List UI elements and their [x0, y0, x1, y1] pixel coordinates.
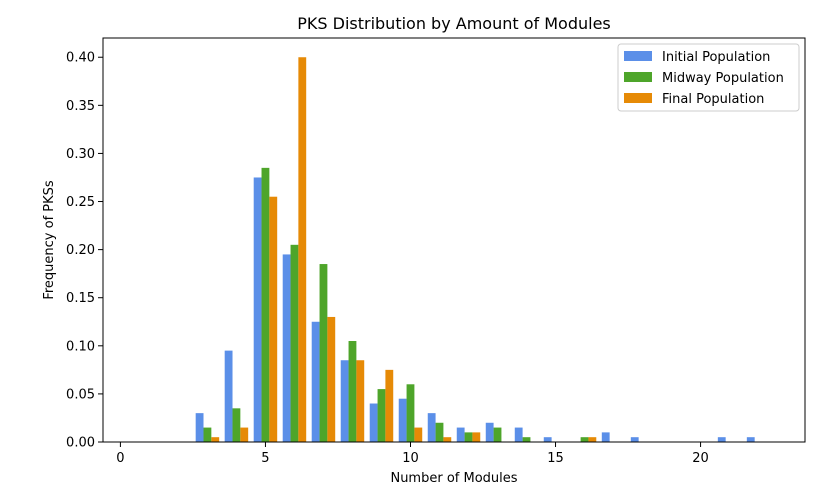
legend-swatch	[624, 72, 652, 82]
bar-final-population-4	[240, 427, 249, 442]
bar-initial-population-14	[514, 427, 523, 442]
bar-midway-population-6	[290, 244, 299, 442]
bar-initial-population-3	[195, 413, 204, 442]
legend-swatch	[624, 51, 652, 61]
y-tick-label: 0.05	[66, 387, 95, 402]
bar-initial-population-9	[369, 403, 378, 442]
bar-midway-population-3	[203, 427, 212, 442]
legend-label: Initial Population	[662, 50, 770, 65]
bar-final-population-9	[385, 369, 394, 442]
y-tick-label: 0.35	[66, 99, 95, 114]
y-tick-label: 0.20	[66, 243, 95, 258]
y-tick-label: 0.15	[66, 291, 95, 306]
y-axis-label: Frequency of PKSs	[42, 180, 57, 300]
bar-final-population-11	[443, 437, 452, 442]
legend-swatch	[624, 93, 652, 103]
bar-midway-population-10	[406, 384, 415, 442]
y-tick-label: 0.25	[66, 195, 95, 210]
x-tick-label: 20	[692, 451, 709, 466]
bars-layer	[195, 57, 755, 443]
bar-final-population-12	[472, 432, 481, 442]
bar-midway-population-5	[261, 167, 270, 443]
x-tick-label: 15	[547, 451, 564, 466]
bar-initial-population-11	[427, 413, 436, 442]
bar-midway-population-11	[435, 422, 444, 442]
legend: Initial Population Midway Population Final…	[617, 43, 800, 112]
bar-initial-population-13	[485, 422, 494, 442]
bar-midway-population-12	[464, 432, 473, 442]
legend-box	[617, 43, 800, 112]
bar-midway-population-9	[377, 389, 386, 442]
y-tick-label: 0.10	[66, 339, 95, 354]
bar-initial-population-18	[630, 437, 639, 442]
y-tick-label: 0.00	[66, 436, 95, 451]
plot-frame	[102, 37, 806, 443]
x-tick-label: 0	[116, 451, 124, 466]
x-axis-ticks: 0 5 10 15 20	[116, 442, 709, 466]
bar-initial-population-12	[456, 427, 465, 442]
bar-midway-population-8	[348, 341, 357, 442]
bar-final-population-16	[588, 437, 597, 442]
legend-label: Midway Population	[662, 71, 784, 86]
bar-midway-population-16	[580, 437, 589, 442]
y-axis-ticks: 0.00 0.05 0.10 0.15 0.20 0.25 0.30 0.35 0.40	[66, 51, 103, 451]
bar-midway-population-4	[232, 408, 241, 442]
bar-midway-population-14	[522, 437, 531, 442]
bar-initial-population-7	[311, 321, 320, 442]
bar-initial-population-17	[601, 432, 610, 442]
bar-final-population-3	[211, 437, 220, 442]
x-tick-label: 5	[261, 451, 269, 466]
bar-final-population-7	[327, 316, 336, 442]
bar-initial-population-6	[282, 254, 291, 442]
y-tick-label: 0.30	[66, 147, 95, 162]
bar-midway-population-7	[319, 264, 328, 442]
x-tick-label: 10	[402, 451, 419, 466]
bar-midway-population-13	[493, 427, 502, 442]
bar-final-population-6	[298, 57, 307, 443]
y-tick-label: 0.40	[66, 51, 95, 66]
bar-initial-population-10	[398, 398, 407, 442]
x-axis-label: Number of Modules	[390, 471, 517, 486]
bar-initial-population-5	[253, 177, 262, 443]
bar-final-population-10	[414, 427, 423, 442]
bar-final-population-5	[269, 196, 278, 442]
chart-title: PKS Distribution by Amount of Modules	[297, 14, 611, 33]
bar-initial-population-4	[224, 350, 233, 442]
bar-initial-population-15	[543, 437, 552, 442]
bar-final-population-8	[356, 360, 365, 442]
bar-initial-population-8	[340, 360, 349, 442]
bar-initial-population-21	[717, 437, 726, 442]
bar-initial-population-22	[746, 437, 755, 442]
legend-label: Final Population	[662, 92, 764, 107]
